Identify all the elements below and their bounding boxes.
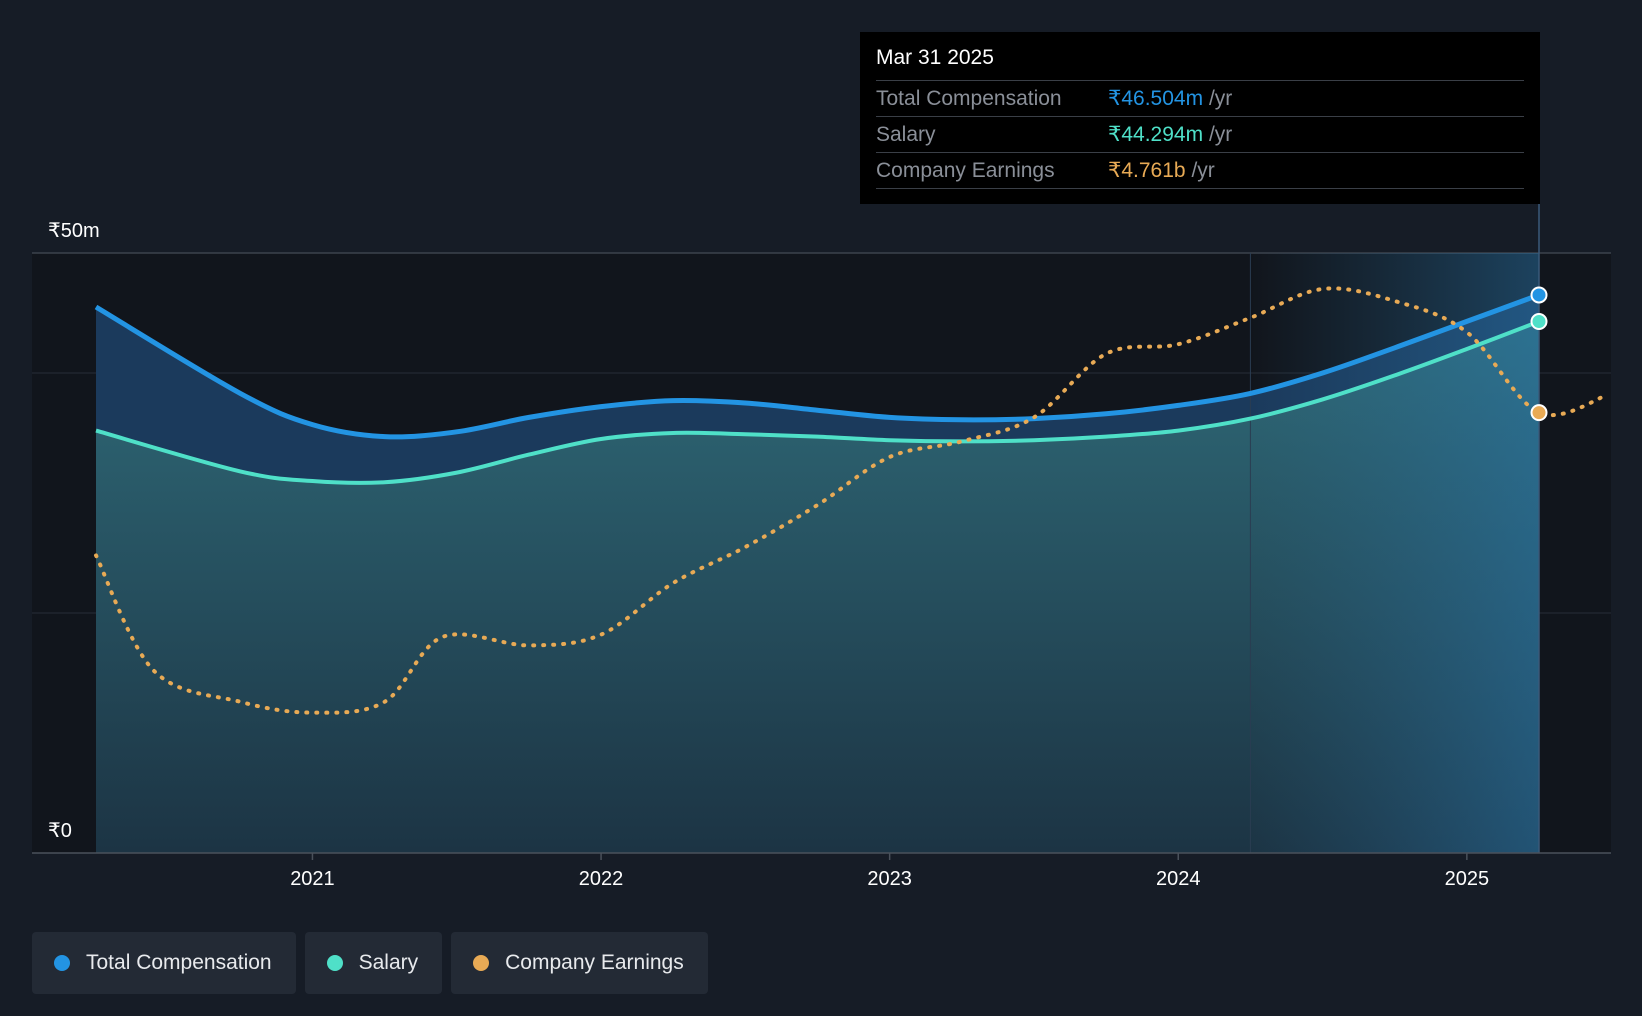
legend-dot-icon: [326, 955, 343, 971]
legend-item-salary[interactable]: Salary: [304, 932, 443, 994]
hover-tooltip: Mar 31 2025 Total Compensation ₹46.504m …: [860, 32, 1540, 204]
x-tick-label: 2022: [579, 868, 624, 890]
tooltip-value-group: ₹4.761b /yr: [1108, 153, 1215, 188]
total-compensation-marker: [1530, 286, 1548, 304]
x-tick-label: 2024: [1156, 868, 1201, 890]
legend-label: Total Compensation: [86, 951, 272, 974]
tooltip-unit: /yr: [1191, 159, 1215, 182]
x-tick-label: 2021: [290, 868, 335, 890]
salary-line: [95, 319, 1540, 485]
x-tick-label: 2023: [867, 868, 912, 890]
company-earnings-line: [94, 286, 1611, 715]
legend-label: Company Earnings: [505, 951, 684, 974]
legend-dot-icon: [473, 955, 490, 971]
legend-item-total-compensation[interactable]: Total Compensation: [32, 932, 296, 994]
salary-area: [96, 321, 1539, 853]
x-tick-label: 2025: [1445, 868, 1490, 890]
tooltip-value-group: ₹44.294m /yr: [1108, 117, 1232, 152]
tooltip-date: Mar 31 2025: [876, 44, 1524, 81]
tooltip-label: Salary: [876, 123, 936, 146]
total-compensation-line: [94, 292, 1540, 440]
legend-dot-icon: [54, 955, 70, 971]
tooltip-value: ₹46.504m: [1108, 87, 1204, 110]
tooltip-label: Total Compensation: [876, 87, 1062, 110]
tooltip-row-total-compensation: Total Compensation ₹46.504m /yr: [876, 81, 1524, 117]
y-axis-label-top: ₹50m: [48, 220, 100, 242]
tooltip-value: ₹4.761b: [1108, 159, 1186, 182]
company-earnings-marker: [1530, 404, 1548, 422]
legend-label: Salary: [358, 951, 419, 974]
tooltip-label: Company Earnings: [876, 159, 1055, 182]
tooltip-unit: /yr: [1208, 87, 1233, 110]
tooltip-value-group: ₹46.504m /yr: [1108, 81, 1232, 116]
tooltip-unit: /yr: [1208, 123, 1233, 146]
salary-marker: [1530, 312, 1548, 330]
y-axis-label-bottom: ₹0: [48, 820, 72, 842]
highlight-region: [1250, 253, 1539, 853]
tooltip-value: ₹44.294m: [1108, 123, 1204, 146]
chart-legend: Total Compensation Salary Company Earnin…: [32, 932, 708, 994]
tooltip-row-company-earnings: Company Earnings ₹4.761b /yr: [876, 153, 1524, 189]
legend-item-company-earnings[interactable]: Company Earnings: [451, 932, 708, 994]
tooltip-row-salary: Salary ₹44.294m /yr: [876, 117, 1524, 153]
